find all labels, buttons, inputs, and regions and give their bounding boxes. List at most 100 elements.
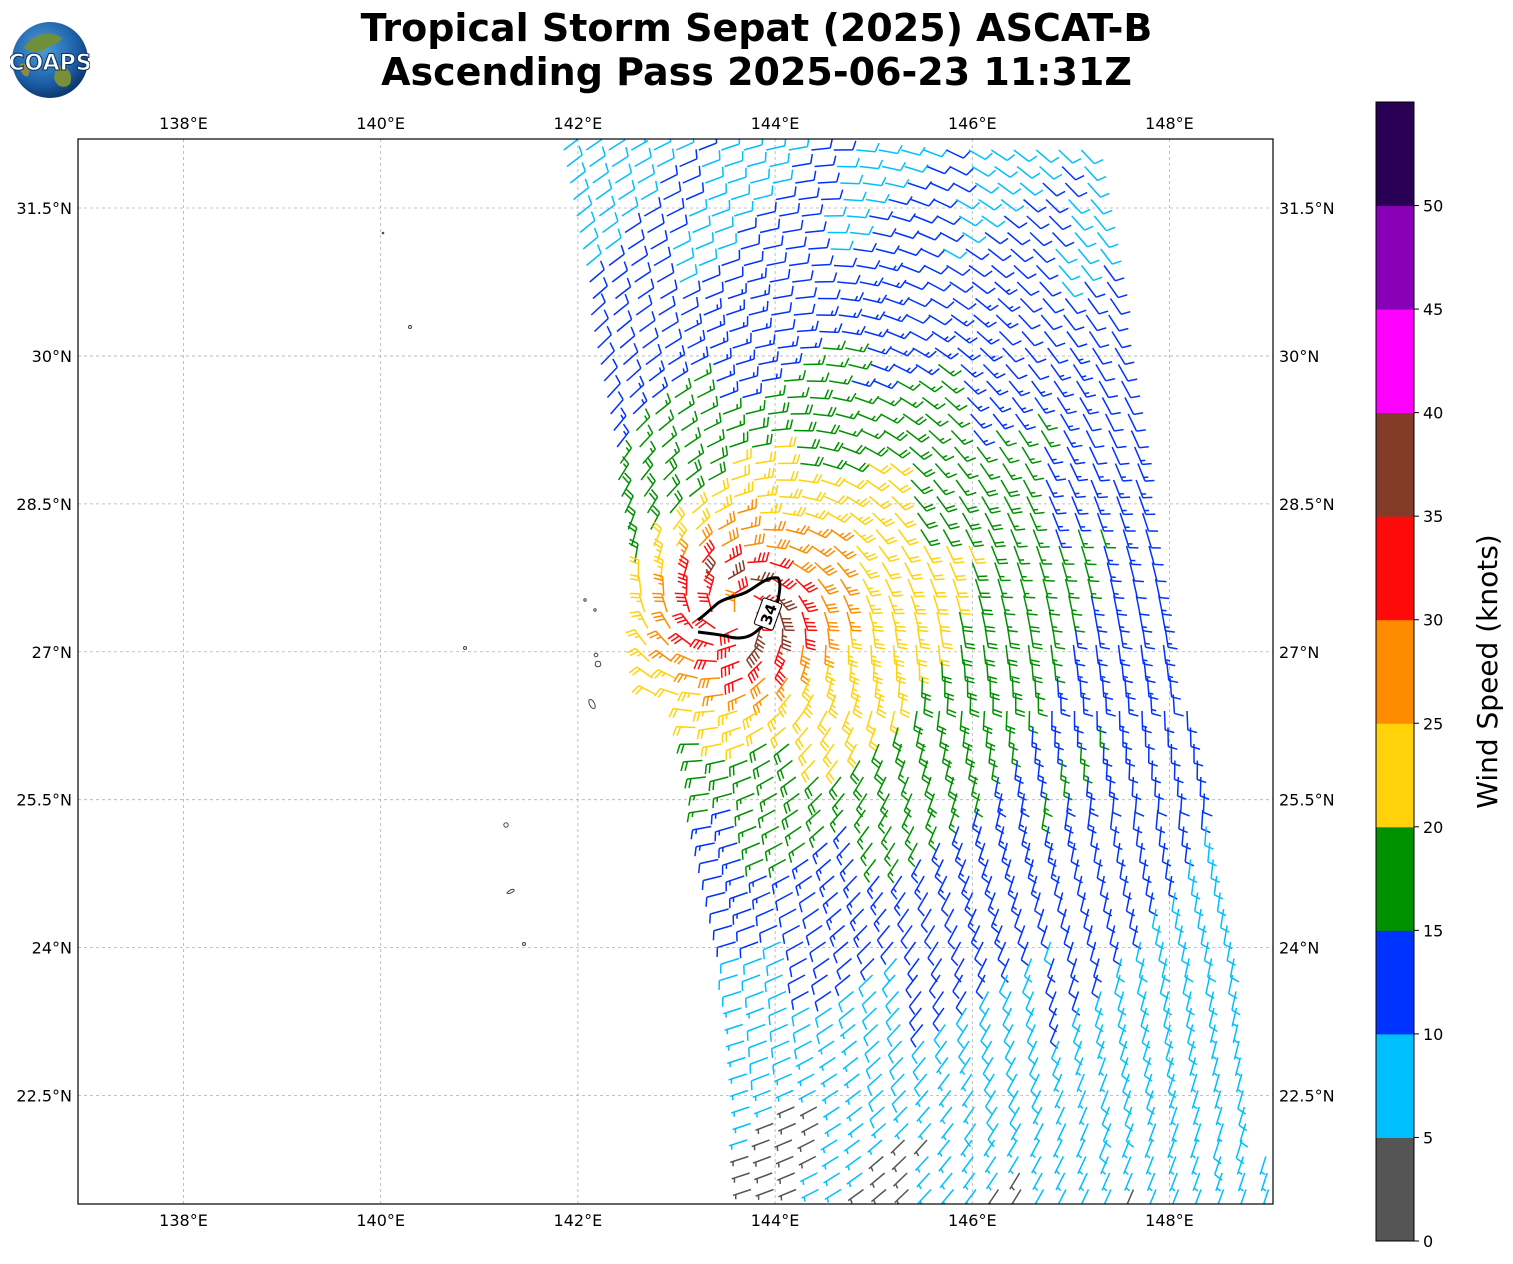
- wind-barb: [736, 792, 755, 811]
- wind-barb: [889, 462, 914, 477]
- wind-barb: [947, 413, 971, 428]
- wind-barb: [775, 595, 798, 611]
- wind-barb: [973, 430, 996, 446]
- wind-barb: [1053, 380, 1075, 398]
- wind-barb: [799, 1172, 818, 1186]
- wind-barb: [856, 142, 880, 153]
- wind-barb: [729, 1089, 749, 1101]
- wind-barb: [737, 217, 757, 234]
- wind-barb: [831, 793, 845, 817]
- wind-barb: [1058, 545, 1075, 565]
- wind-barb: [619, 326, 636, 349]
- island: [593, 652, 599, 658]
- wind-barb: [1010, 1123, 1022, 1142]
- wind-barb: [942, 529, 963, 547]
- wind-barb: [961, 875, 970, 901]
- wind-barb: [940, 1189, 955, 1204]
- wind-barb: [862, 294, 888, 304]
- wind-barb: [711, 478, 730, 498]
- wind-barb: [778, 694, 792, 718]
- wind-barb: [632, 391, 648, 415]
- wind-barb: [672, 506, 686, 530]
- wind-barb: [1093, 842, 1103, 867]
- wind-barb: [805, 809, 821, 832]
- wind-barb: [772, 1056, 791, 1075]
- wind-barb: [998, 974, 1009, 1000]
- wind-barb: [1087, 298, 1109, 315]
- wind-barb: [595, 179, 613, 201]
- wind-barb: [732, 332, 752, 349]
- wind-barb: [958, 611, 974, 633]
- wind-barb: [754, 1172, 773, 1184]
- wind-barb: [863, 1023, 879, 1047]
- wind-barb: [1022, 479, 1042, 498]
- wind-barb: [861, 1007, 877, 1030]
- wind-barb: [1138, 611, 1153, 633]
- wind-barb: [605, 228, 622, 250]
- wind-barb: [762, 941, 781, 960]
- wind-barb: [1124, 1172, 1133, 1192]
- wind-barb: [621, 196, 639, 217]
- wind-barb: [698, 139, 718, 151]
- wind-barb: [1106, 562, 1122, 583]
- wind-barb: [676, 743, 699, 754]
- wind-barb: [773, 743, 790, 766]
- wind-barb: [779, 488, 803, 499]
- wind-barb: [774, 1139, 793, 1151]
- wind-barb: [750, 571, 775, 583]
- wind-barb: [656, 148, 675, 168]
- wind-barb: [788, 253, 811, 267]
- wind-barb: [1174, 908, 1184, 933]
- wind-barb: [1031, 1156, 1042, 1175]
- wind-barb: [781, 809, 799, 831]
- wind-barb: [602, 212, 619, 234]
- wind-barb: [950, 429, 974, 446]
- wind-barb: [868, 727, 879, 752]
- wind-barb: [728, 759, 748, 777]
- wind-barb: [849, 628, 863, 650]
- wind-barb: [745, 1007, 765, 1019]
- wind-barb: [964, 892, 974, 917]
- wind-barb: [907, 297, 933, 308]
- wind-barb: [725, 743, 745, 761]
- wind-barb: [909, 1007, 922, 1032]
- wind-barb: [1054, 1156, 1064, 1175]
- wind-barb: [663, 181, 682, 201]
- wind-barb: [1125, 892, 1136, 917]
- wind-barb: [703, 298, 722, 316]
- wind-barb: [1000, 479, 1021, 498]
- wind-barb: [1061, 281, 1084, 298]
- wind-barb: [869, 210, 894, 221]
- wind-barb: [872, 628, 886, 650]
- wind-barb: [1171, 1189, 1180, 1204]
- wind-barb: [650, 505, 661, 530]
- wind-barb: [695, 507, 711, 531]
- wind-barb: [1005, 364, 1028, 380]
- wind-barb: [965, 529, 984, 548]
- wind-barb: [955, 479, 977, 497]
- wind-barb: [788, 139, 810, 151]
- wind-barb: [732, 1188, 752, 1200]
- wind-barb: [1096, 710, 1107, 734]
- wind-barb: [912, 1057, 926, 1081]
- wind-barb: [1161, 611, 1175, 633]
- wind-barb: [1070, 958, 1079, 983]
- wind-barb: [1213, 1073, 1220, 1093]
- wind-barb: [1067, 198, 1091, 215]
- wind-barb: [840, 174, 864, 185]
- wind-barb: [971, 809, 981, 835]
- wind-barb: [966, 396, 990, 412]
- wind-barb: [703, 412, 722, 432]
- wind-barb: [792, 270, 814, 283]
- colorbar-tick-label: 40: [1423, 404, 1443, 423]
- wind-barb: [1164, 628, 1178, 650]
- wind-barb: [659, 164, 679, 184]
- wind-barb: [927, 793, 938, 818]
- wind-barb: [586, 244, 602, 267]
- wind-barb: [751, 433, 773, 448]
- wind-barb: [1004, 1040, 1015, 1066]
- wind-barb: [973, 793, 984, 818]
- wind-barb: [857, 413, 883, 422]
- wind-barb: [1066, 446, 1086, 465]
- wind-barb: [939, 628, 953, 650]
